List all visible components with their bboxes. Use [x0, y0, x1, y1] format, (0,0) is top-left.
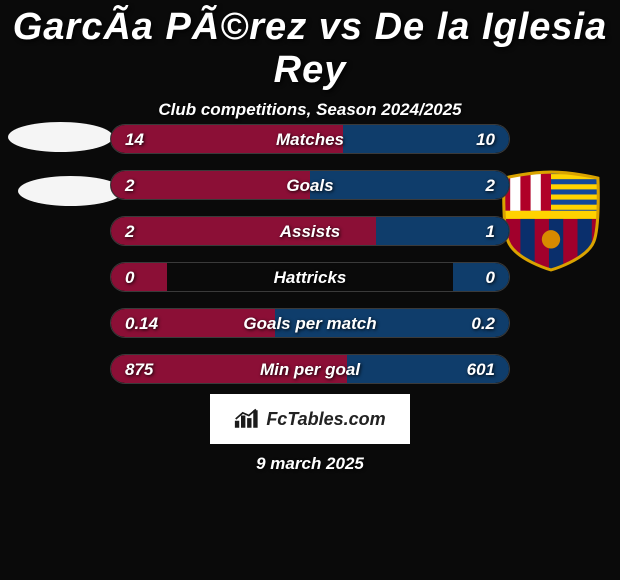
stat-row: 21Assists — [110, 216, 510, 246]
chart-icon — [234, 408, 262, 430]
page-title: GarcÃ­a PÃ©rez vs De la Iglesia Rey — [0, 0, 620, 92]
stat-row: 0.140.2Goals per match — [110, 308, 510, 338]
stat-label: Goals per match — [111, 309, 509, 338]
stat-label: Goals — [111, 171, 509, 200]
page-subtitle: Club competitions, Season 2024/2025 — [0, 100, 620, 120]
stat-row: 22Goals — [110, 170, 510, 200]
stat-label: Min per goal — [111, 355, 509, 384]
stat-label: Hattricks — [111, 263, 509, 292]
stats-area: 1410Matches 22Goals 21Assists 00Hattricks 0.… — [0, 124, 620, 400]
brand-label: FcTables.com — [266, 409, 385, 430]
stat-row: 875601Min per goal — [110, 354, 510, 384]
brand-box[interactable]: FcTables.com — [210, 394, 410, 444]
stat-row: 1410Matches — [110, 124, 510, 154]
stat-row: 00Hattricks — [110, 262, 510, 292]
stat-label: Assists — [111, 217, 509, 246]
footer-date: 9 march 2025 — [0, 454, 620, 474]
stat-label: Matches — [111, 125, 509, 154]
